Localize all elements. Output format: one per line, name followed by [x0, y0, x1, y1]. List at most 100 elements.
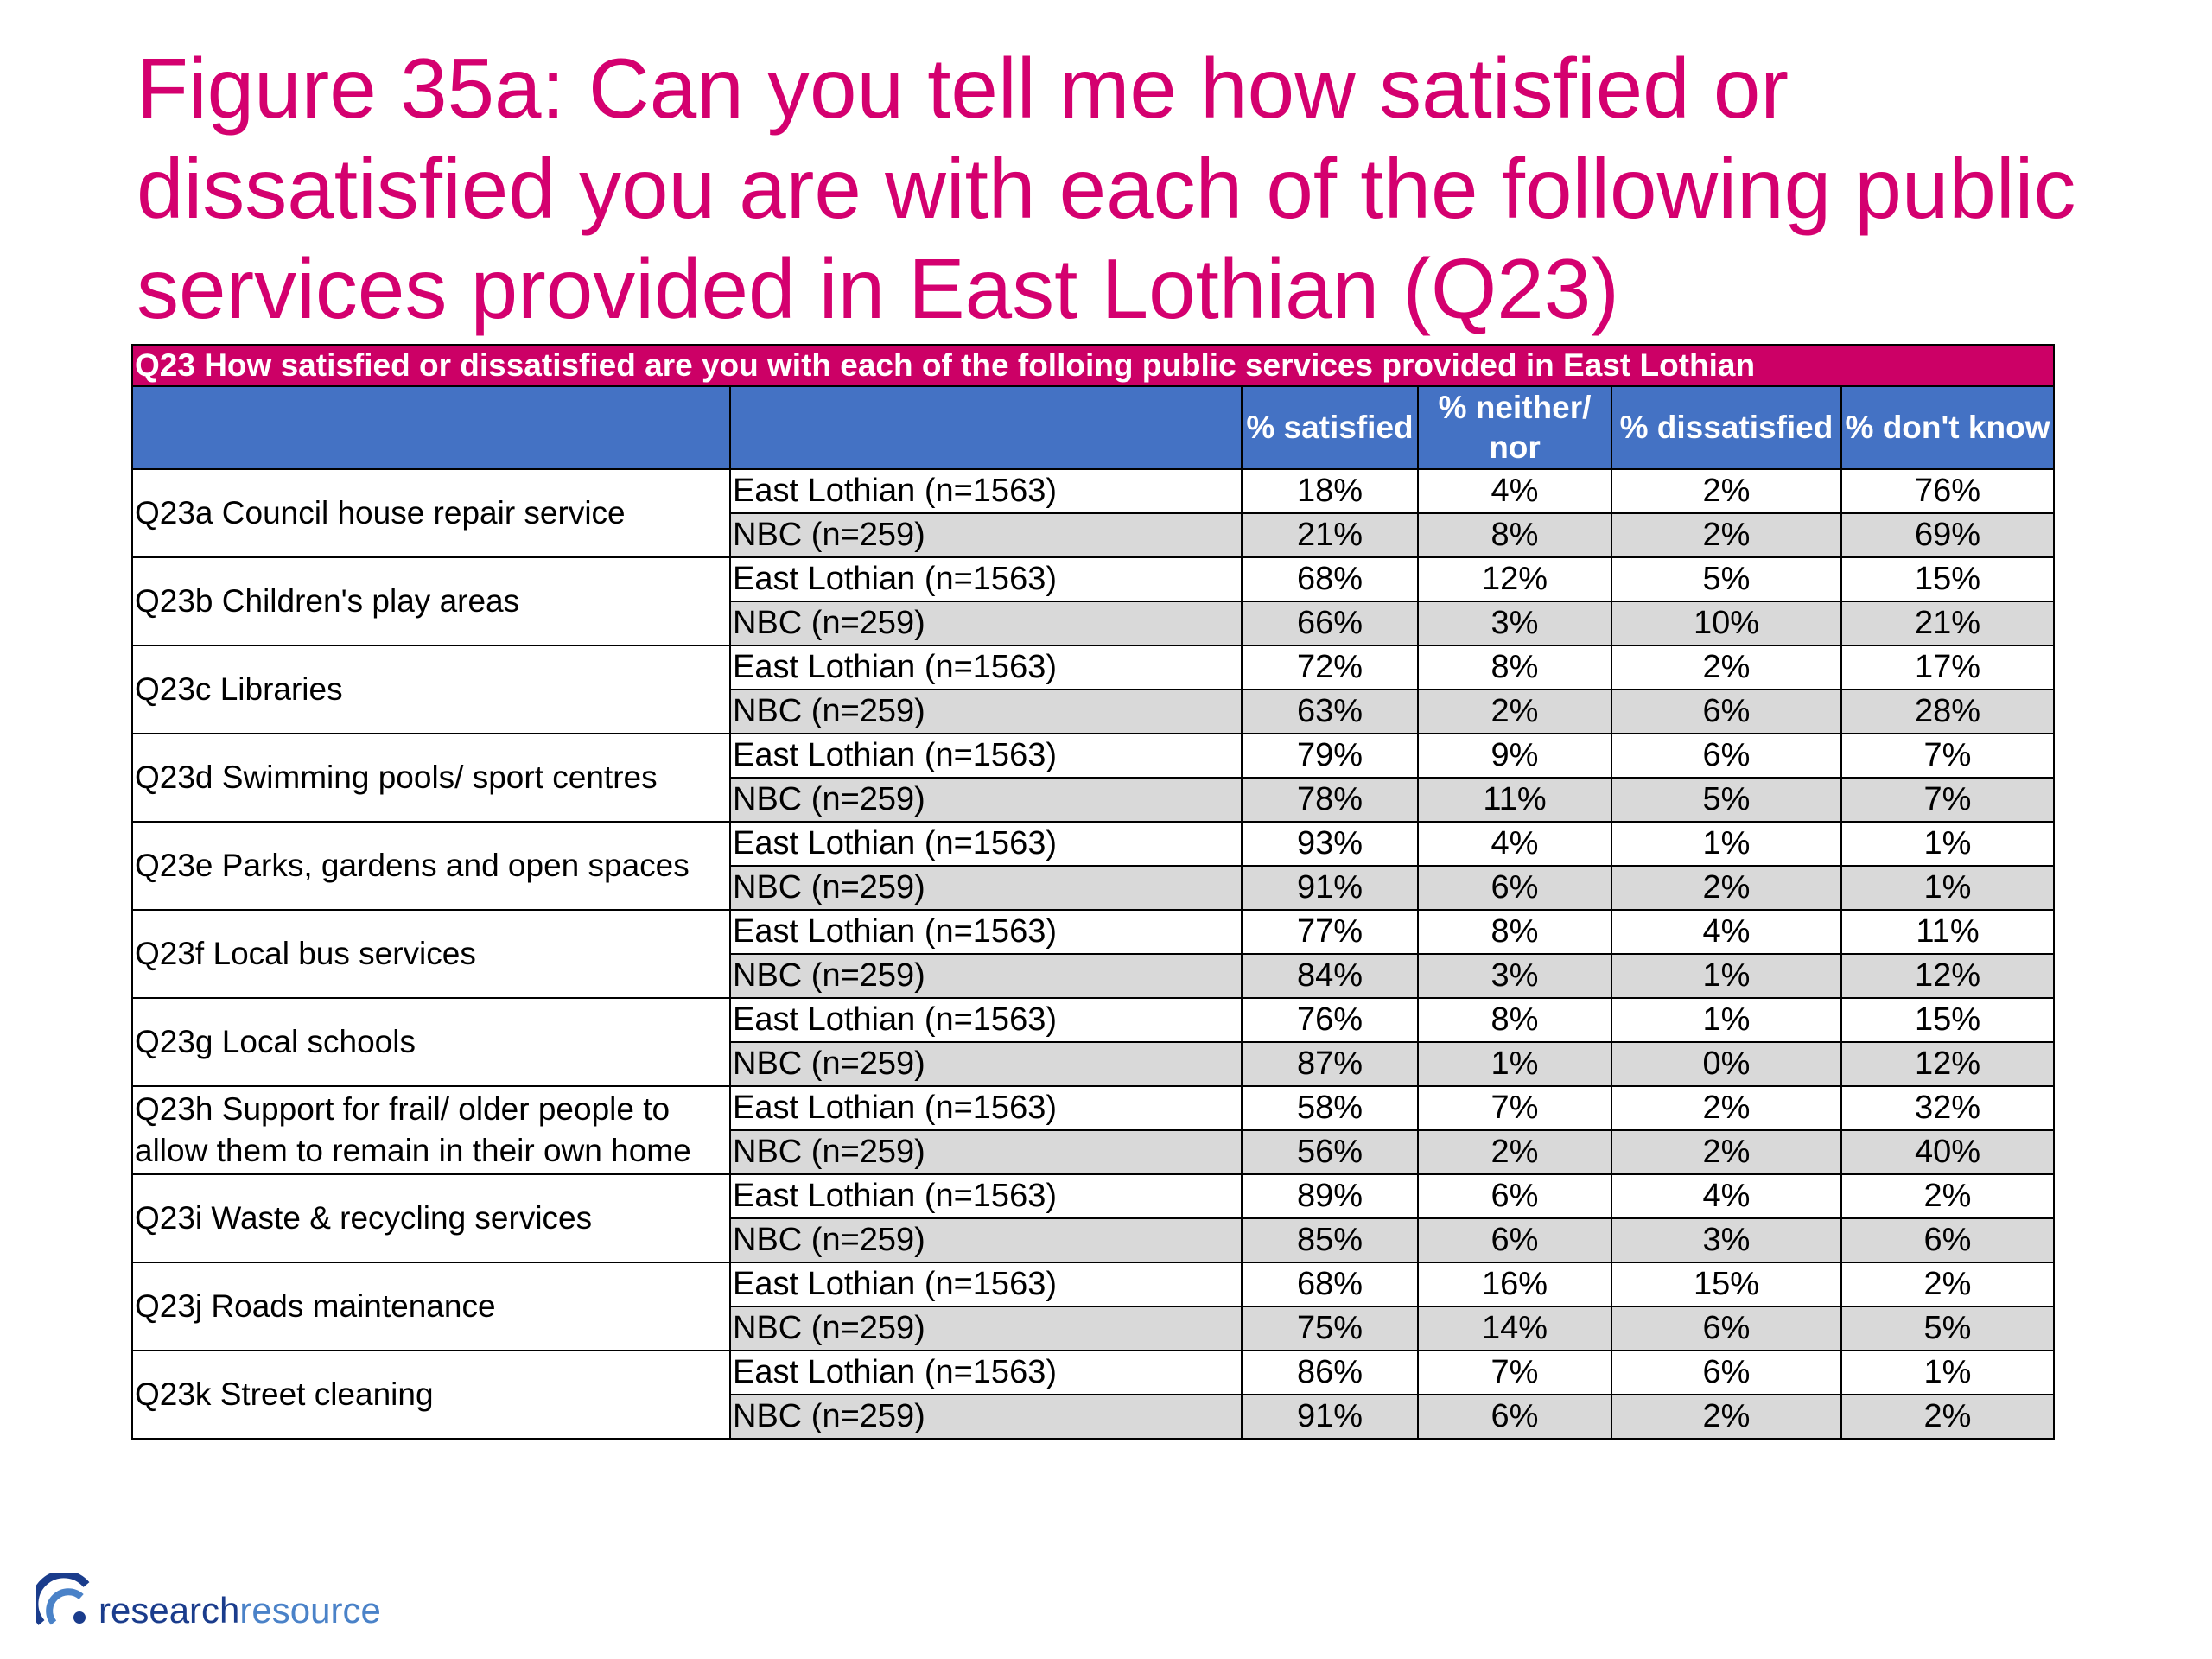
value-dont-know: 6% [1840, 1217, 2056, 1263]
value-neither-nor: 2% [1417, 1129, 1612, 1175]
group-label: East Lothian (n=1563) [729, 645, 1243, 690]
value-dissatisfied: 0% [1611, 1041, 1842, 1087]
table-row: NBC (n=259) 91% 6% 2% 2% [132, 1394, 2056, 1440]
value-satisfied: 58% [1241, 1085, 1419, 1131]
value-neither-nor: 7% [1417, 1085, 1612, 1131]
value-dont-know: 32% [1840, 1085, 2056, 1131]
value-dissatisfied: 5% [1611, 777, 1842, 823]
value-dont-know: 1% [1840, 1350, 2056, 1395]
value-dont-know: 21% [1840, 601, 2056, 646]
group-label: East Lothian (n=1563) [729, 468, 1243, 514]
header-neither-nor: % neither/ nor [1417, 385, 1612, 470]
value-satisfied: 21% [1241, 512, 1419, 558]
table-row: Q23j Roads maintenance East Lothian (n=15… [131, 1262, 2056, 1351]
service-label: Q23h Support for frail/ older people to … [131, 1085, 731, 1175]
group-label: East Lothian (n=1563) [729, 1173, 1243, 1219]
value-dissatisfied: 6% [1611, 1350, 1842, 1395]
value-neither-nor: 7% [1417, 1350, 1612, 1395]
service-label: Q23a Council house repair service [131, 468, 731, 558]
value-satisfied: 93% [1241, 821, 1419, 867]
table-body: Q23a Council house repair service East Lo… [131, 468, 2056, 1440]
table-row: Q23i Waste & recycling services East Loth… [131, 1173, 2056, 1263]
value-satisfied: 66% [1241, 601, 1419, 646]
value-dissatisfied: 2% [1611, 468, 1842, 514]
value-satisfied: 78% [1241, 777, 1419, 823]
value-dont-know: 12% [1840, 1041, 2056, 1087]
group-label: NBC (n=259) [729, 1394, 1243, 1440]
value-neither-nor: 1% [1417, 1041, 1612, 1087]
table-row: NBC (n=259) 56% 2% 2% 40% [132, 1129, 2056, 1175]
group-label: East Lothian (n=1563) [729, 997, 1243, 1043]
table-row: Q23b Children's play areas East Lothian (… [131, 556, 2056, 646]
research-resource-arc-icon [36, 1573, 90, 1625]
value-satisfied: 91% [1241, 865, 1419, 911]
value-dont-know: 1% [1840, 821, 2056, 867]
value-dissatisfied: 2% [1611, 512, 1842, 558]
table-row: NBC (n=259) 91% 6% 2% 1% [132, 865, 2056, 911]
table-row: Q23d Swimming pools/ sport centres East L… [131, 733, 2056, 823]
value-neither-nor: 11% [1417, 777, 1612, 823]
value-neither-nor: 12% [1417, 556, 1612, 602]
value-dissatisfied: 15% [1611, 1262, 1842, 1307]
group-label: East Lothian (n=1563) [729, 821, 1243, 867]
header-dont-know: % don't know [1840, 385, 2056, 470]
group-label: East Lothian (n=1563) [729, 1262, 1243, 1307]
service-label: Q23i Waste & recycling services [131, 1173, 731, 1263]
value-dissatisfied: 6% [1611, 689, 1842, 734]
logo-text-research: research [99, 1590, 240, 1630]
table-row: Q23k Street cleaning East Lothian (n=1563… [131, 1350, 2056, 1440]
value-dissatisfied: 6% [1611, 1306, 1842, 1351]
value-satisfied: 91% [1241, 1394, 1419, 1440]
value-dont-know: 15% [1840, 556, 2056, 602]
value-dont-know: 28% [1840, 689, 2056, 734]
value-dissatisfied: 10% [1611, 601, 1842, 646]
value-dont-know: 2% [1840, 1394, 2056, 1440]
value-satisfied: 18% [1241, 468, 1419, 514]
value-dissatisfied: 2% [1611, 1394, 1842, 1440]
value-dont-know: 69% [1840, 512, 2056, 558]
value-satisfied: 75% [1241, 1306, 1419, 1351]
group-label: NBC (n=259) [729, 601, 1243, 646]
value-satisfied: 85% [1241, 1217, 1419, 1263]
table-row: NBC (n=259) 21% 8% 2% 69% [132, 512, 2056, 558]
value-satisfied: 79% [1241, 733, 1419, 779]
value-neither-nor: 8% [1417, 645, 1612, 690]
value-dissatisfied: 4% [1611, 1173, 1842, 1219]
group-label: NBC (n=259) [729, 953, 1243, 999]
group-label: NBC (n=259) [729, 865, 1243, 911]
value-dissatisfied: 2% [1611, 1085, 1842, 1131]
value-satisfied: 56% [1241, 1129, 1419, 1175]
service-label: Q23d Swimming pools/ sport centres [131, 733, 731, 823]
service-label: Q23k Street cleaning [131, 1350, 731, 1440]
table-row: NBC (n=259) 63% 2% 6% 28% [132, 689, 2056, 734]
value-dont-know: 1% [1840, 865, 2056, 911]
value-neither-nor: 6% [1417, 865, 1612, 911]
table-row: Q23h Support for frail/ older people to … [131, 1085, 2056, 1175]
table-row: NBC (n=259) 66% 3% 10% 21% [132, 601, 2056, 646]
table-row: Q23a Council house repair service East Lo… [131, 468, 2056, 558]
value-neither-nor: 8% [1417, 512, 1612, 558]
header-satisfied: % satisfied [1241, 385, 1419, 470]
logo-text-resource: resource [239, 1590, 381, 1630]
table-row: NBC (n=259) 78% 11% 5% 7% [132, 777, 2056, 823]
value-neither-nor: 6% [1417, 1394, 1612, 1440]
value-satisfied: 76% [1241, 997, 1419, 1043]
value-satisfied: 87% [1241, 1041, 1419, 1087]
group-label: East Lothian (n=1563) [729, 1085, 1243, 1131]
value-neither-nor: 3% [1417, 953, 1612, 999]
logo-wordmark: researchresource [99, 1590, 381, 1631]
value-dont-know: 76% [1840, 468, 2056, 514]
table-row: NBC (n=259) 85% 6% 3% 6% [132, 1217, 2056, 1263]
service-label: Q23f Local bus services [131, 909, 731, 999]
header-blank-service [131, 385, 731, 470]
group-label: East Lothian (n=1563) [729, 1350, 1243, 1395]
value-neither-nor: 4% [1417, 821, 1612, 867]
value-satisfied: 84% [1241, 953, 1419, 999]
value-satisfied: 86% [1241, 1350, 1419, 1395]
value-dissatisfied: 5% [1611, 556, 1842, 602]
value-neither-nor: 6% [1417, 1217, 1612, 1263]
value-dont-know: 11% [1840, 909, 2056, 955]
table-row: NBC (n=259) 84% 3% 1% 12% [132, 953, 2056, 999]
value-satisfied: 68% [1241, 1262, 1419, 1307]
group-label: East Lothian (n=1563) [729, 733, 1243, 779]
